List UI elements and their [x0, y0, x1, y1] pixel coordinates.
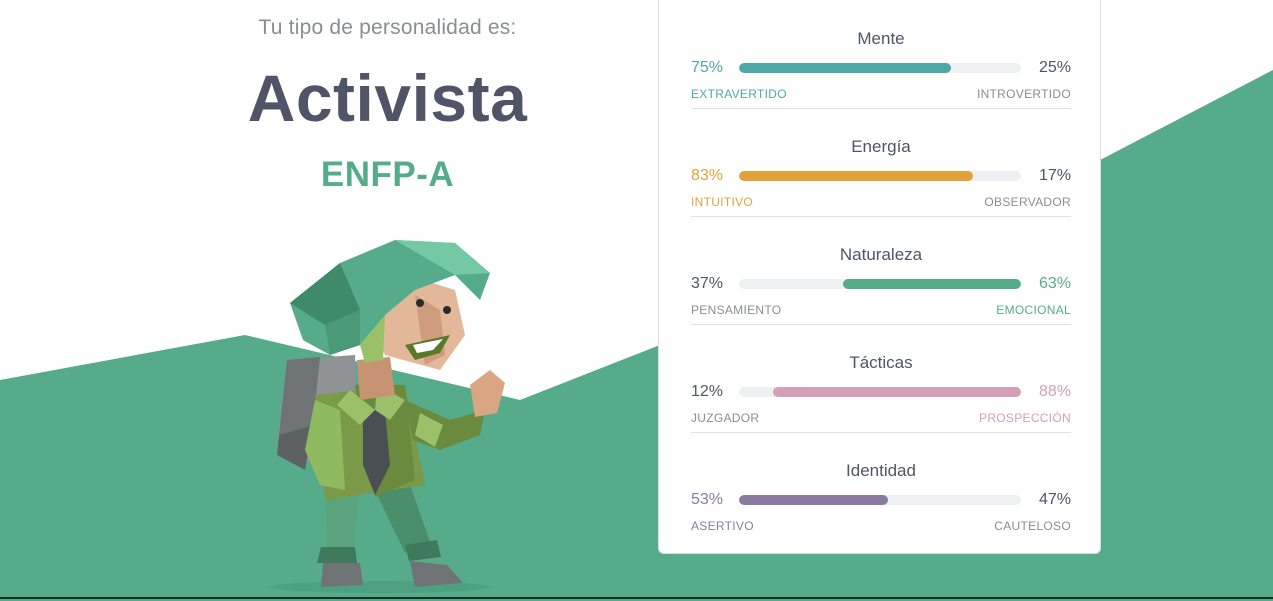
- trait-left-percent: 53%: [691, 491, 724, 508]
- trait-bar: [739, 63, 1021, 73]
- trait-left-label: JUZGADOR: [691, 411, 760, 425]
- trait-bar: [739, 171, 1021, 181]
- trait-right-percent: 63%: [1038, 275, 1071, 292]
- trait-title: Energía: [851, 137, 911, 156]
- trait-title: Identidad: [846, 461, 916, 480]
- personality-type-code: ENFP-A: [320, 155, 455, 194]
- trait-left-percent: 75%: [691, 59, 724, 76]
- trait-left-label: PENSAMIENTO: [691, 303, 782, 317]
- trait-left-percent: 12%: [691, 383, 724, 400]
- trait-bar-fill: [739, 63, 951, 73]
- trait-right-percent: 88%: [1038, 383, 1071, 400]
- traits-card: Mente 75% 25% EXTRAVERTIDO INTROVERTIDO …: [658, 0, 1101, 554]
- trait-right-percent: 17%: [1038, 167, 1071, 184]
- trait-right-percent: 47%: [1038, 491, 1071, 508]
- trait-right-label: CAUTELOSO: [994, 519, 1071, 533]
- trait-divider: [691, 108, 1071, 109]
- trait-right-label: INTROVERTIDO: [976, 87, 1071, 101]
- trait-nature: Naturaleza 37% 63% PENSAMIENTO EMOCIONAL: [691, 217, 1071, 325]
- trait-left-percent: 37%: [691, 275, 724, 292]
- trait-left-label: INTUITIVO: [691, 195, 754, 209]
- trait-bar: [739, 279, 1021, 289]
- trait-bar-fill: [739, 171, 974, 181]
- trait-left-percent: 83%: [691, 167, 724, 184]
- trait-divider: [691, 216, 1071, 217]
- trait-left-label: EXTRAVERTIDO: [691, 87, 787, 101]
- trait-bar-fill: [739, 495, 889, 505]
- trait-left-label: ASERTIVO: [691, 519, 754, 533]
- trait-energy: Energía 83% 17% INTUITIVO OBSERVADOR: [691, 109, 1071, 217]
- trait-right-label: OBSERVADOR: [984, 195, 1071, 209]
- trait-mind: Mente 75% 25% EXTRAVERTIDO INTROVERTIDO: [691, 1, 1071, 109]
- trait-divider: [691, 432, 1071, 433]
- trait-bar: [739, 387, 1021, 397]
- trait-identity: Identidad 53% 47% ASERTIVO CAUTELOSO: [691, 433, 1071, 541]
- intro-text: Tu tipo de personalidad es:: [258, 16, 517, 39]
- personality-type-name: Activista: [247, 61, 528, 135]
- trait-divider: [691, 324, 1071, 325]
- trait-title: Naturaleza: [839, 245, 923, 264]
- trait-right-label: PROSPECCIÓN: [979, 411, 1071, 425]
- trait-title: Mente: [857, 29, 905, 48]
- result-header: Tu tipo de personalidad es: Activista EN…: [248, 16, 527, 194]
- trait-bar-fill: [772, 387, 1021, 397]
- trait-title: Tácticas: [849, 353, 913, 372]
- trait-bar: [739, 495, 1021, 505]
- trait-tactics: Tácticas 12% 88% JUZGADOR PROSPECCIÓN: [691, 325, 1071, 433]
- trait-right-percent: 25%: [1038, 59, 1071, 76]
- trait-bar-fill: [843, 279, 1021, 289]
- activist-character-icon: [270, 240, 505, 593]
- trait-right-label: EMOCIONAL: [996, 303, 1071, 317]
